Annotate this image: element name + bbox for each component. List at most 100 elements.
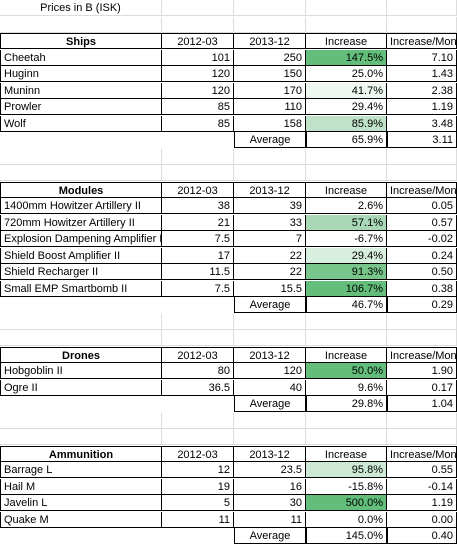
average-increase-cell[interactable]: 29.8% [306, 396, 387, 412]
price-2012-cell[interactable]: 21 [162, 215, 234, 231]
item-name-cell[interactable]: Prowler [0, 99, 162, 115]
item-name-cell[interactable]: Ogre II [0, 380, 162, 396]
empty-cell[interactable] [0, 528, 162, 544]
price-2013-cell[interactable]: 150 [234, 66, 306, 82]
empty-cell[interactable] [162, 429, 234, 445]
price-2013-cell[interactable]: 16 [234, 479, 306, 495]
increase-cell[interactable]: 57.1% [306, 215, 387, 231]
increase-cell[interactable]: 41.7% [306, 83, 387, 99]
price-2012-cell[interactable]: 17 [162, 248, 234, 264]
empty-cell[interactable] [0, 413, 162, 429]
empty-cell[interactable] [387, 314, 457, 330]
empty-cell[interactable] [162, 149, 234, 165]
increase-per-month-cell[interactable]: 7.10 [387, 50, 457, 66]
increase-cell[interactable]: 106.7% [306, 281, 387, 297]
increase-cell[interactable]: 0.0% [306, 512, 387, 528]
price-2012-cell[interactable]: 19 [162, 479, 234, 495]
price-2012-cell[interactable]: 85 [162, 99, 234, 115]
increase-per-month-cell[interactable]: 0.55 [387, 462, 457, 478]
price-2013-cell[interactable]: 39 [234, 198, 306, 214]
increase-per-month-cell[interactable]: 1.43 [387, 66, 457, 82]
increase-cell[interactable]: 500.0% [306, 495, 387, 511]
empty-cell[interactable] [162, 165, 234, 181]
item-name-cell[interactable]: Hobgoblin II [0, 363, 162, 379]
price-2013-cell[interactable]: 110 [234, 99, 306, 115]
average-increase-cell[interactable]: 145.0% [306, 528, 387, 544]
item-name-cell[interactable]: Quake M [0, 512, 162, 528]
average-increase-cell[interactable]: 46.7% [306, 297, 387, 313]
price-2013-cell[interactable]: 15.5 [234, 281, 306, 297]
price-2013-cell[interactable]: 22 [234, 248, 306, 264]
price-2012-cell[interactable]: 5 [162, 495, 234, 511]
empty-cell[interactable] [0, 429, 162, 445]
price-2012-cell[interactable]: 101 [162, 50, 234, 66]
empty-cell[interactable] [234, 429, 306, 445]
empty-cell[interactable] [306, 429, 387, 445]
item-name-cell[interactable]: 1400mm Howitzer Artillery II [0, 198, 162, 214]
price-2013-cell[interactable]: 23.5 [234, 462, 306, 478]
empty-cell[interactable] [234, 165, 306, 181]
price-2012-cell[interactable]: 36.5 [162, 380, 234, 396]
item-name-cell[interactable]: Cheetah [0, 50, 162, 66]
empty-cell[interactable] [0, 132, 162, 148]
empty-cell[interactable] [387, 429, 457, 445]
increase-cell[interactable]: 95.8% [306, 462, 387, 478]
increase-per-month-cell[interactable]: 0.00 [387, 512, 457, 528]
empty-cell[interactable] [0, 17, 162, 33]
price-2013-cell[interactable]: 7 [234, 231, 306, 247]
empty-cell[interactable] [387, 165, 457, 181]
price-2012-cell[interactable]: 85 [162, 116, 234, 132]
empty-cell[interactable] [162, 314, 234, 330]
empty-cell[interactable] [0, 314, 162, 330]
item-name-cell[interactable]: Hail M [0, 479, 162, 495]
price-2012-cell[interactable]: 80 [162, 363, 234, 379]
increase-cell[interactable]: 29.4% [306, 99, 387, 115]
empty-cell[interactable] [306, 165, 387, 181]
empty-cell[interactable] [234, 0, 306, 16]
item-name-cell[interactable]: Small EMP Smartbomb II [0, 281, 162, 297]
empty-cell[interactable] [306, 413, 387, 429]
increase-per-month-cell[interactable]: 0.24 [387, 248, 457, 264]
price-2013-cell[interactable]: 11 [234, 512, 306, 528]
price-2013-cell[interactable]: 30 [234, 495, 306, 511]
empty-cell[interactable] [0, 396, 162, 412]
empty-cell[interactable] [162, 330, 234, 346]
empty-cell[interactable] [0, 149, 162, 165]
price-2013-cell[interactable]: 158 [234, 116, 306, 132]
empty-cell[interactable] [0, 297, 162, 313]
empty-cell[interactable] [0, 330, 162, 346]
price-2013-cell[interactable]: 120 [234, 363, 306, 379]
empty-cell[interactable] [387, 330, 457, 346]
increase-per-month-cell[interactable]: 0.38 [387, 281, 457, 297]
item-name-cell[interactable]: Explosion Dampening Amplifier II [0, 231, 162, 247]
increase-cell[interactable]: 25.0% [306, 66, 387, 82]
increase-cell[interactable]: 147.5% [306, 50, 387, 66]
price-2012-cell[interactable]: 11.5 [162, 264, 234, 280]
average-per-month-cell[interactable]: 1.04 [387, 396, 457, 412]
increase-per-month-cell[interactable]: 2.38 [387, 83, 457, 99]
price-2012-cell[interactable]: 12 [162, 462, 234, 478]
item-name-cell[interactable]: 720mm Howitzer Artillery II [0, 215, 162, 231]
increase-per-month-cell[interactable]: 0.17 [387, 380, 457, 396]
empty-cell[interactable] [234, 413, 306, 429]
average-increase-cell[interactable]: 65.9% [306, 132, 387, 148]
increase-per-month-cell[interactable]: 1.19 [387, 99, 457, 115]
empty-cell[interactable] [162, 0, 234, 16]
empty-cell[interactable] [162, 132, 234, 148]
price-2012-cell[interactable]: 38 [162, 198, 234, 214]
increase-per-month-cell[interactable]: 0.50 [387, 264, 457, 280]
increase-cell[interactable]: 50.0% [306, 363, 387, 379]
price-2012-cell[interactable]: 7.5 [162, 281, 234, 297]
empty-cell[interactable] [162, 297, 234, 313]
item-name-cell[interactable]: Shield Recharger II [0, 264, 162, 280]
item-name-cell[interactable]: Wolf [0, 116, 162, 132]
increase-per-month-cell[interactable]: 0.57 [387, 215, 457, 231]
increase-cell[interactable]: 2.6% [306, 198, 387, 214]
empty-cell[interactable] [387, 17, 457, 33]
empty-cell[interactable] [234, 330, 306, 346]
empty-cell[interactable] [387, 149, 457, 165]
increase-cell[interactable]: -6.7% [306, 231, 387, 247]
empty-cell[interactable] [234, 314, 306, 330]
price-2013-cell[interactable]: 40 [234, 380, 306, 396]
increase-per-month-cell[interactable]: 3.48 [387, 116, 457, 132]
